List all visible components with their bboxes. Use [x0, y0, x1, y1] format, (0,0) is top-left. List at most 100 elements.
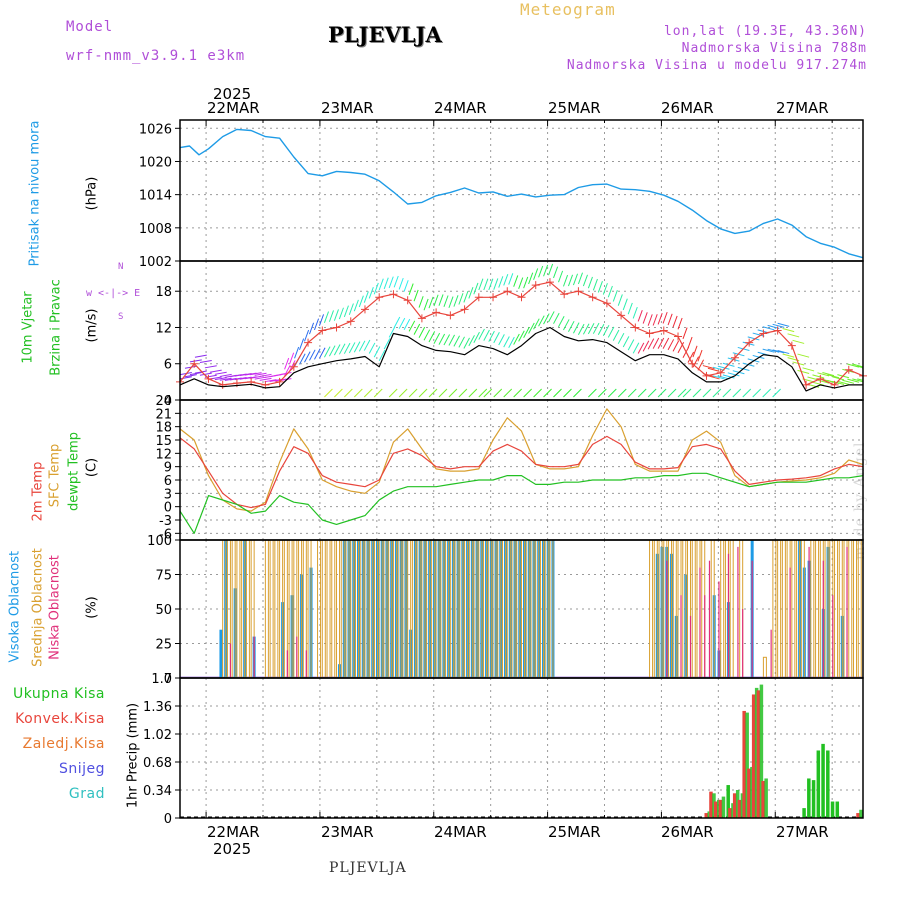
wind-arrow: [538, 265, 544, 278]
wind-arrow: [772, 349, 785, 354]
clouds-ytick-label: 0: [164, 672, 172, 687]
product-title: Meteogram: [520, 0, 616, 19]
wind-arrow: [617, 332, 625, 345]
temperature-ytick-label: 6: [164, 474, 172, 489]
wind-gust-marker: [204, 374, 213, 383]
wind-arrow: [657, 337, 665, 349]
model-name: wrf-nmm_v3.9.1 e3km: [66, 48, 246, 64]
wind-arrow: [398, 317, 406, 329]
precip-total-bar: [826, 750, 830, 818]
wind-arrow: [418, 296, 424, 308]
wind-arrow: [672, 340, 680, 352]
dewpoint-line: [179, 472, 864, 534]
wind-direction-legend: w <-|-> E: [86, 288, 141, 299]
wind-arrow: [378, 278, 384, 291]
wind-arrow: [493, 332, 500, 344]
wind-arrow: [597, 323, 605, 335]
wind-arrow: [563, 274, 569, 287]
wind-gust-marker: [318, 326, 327, 335]
wind-arrow: [697, 349, 703, 362]
wind-arrow: [398, 388, 408, 398]
wind-arrow: [617, 388, 627, 398]
wind-arrow: [493, 278, 499, 290]
wind-gust-marker: [446, 311, 455, 320]
wind-arrow: [672, 315, 678, 328]
wind-arrow: [319, 347, 326, 359]
wind-arrow: [309, 349, 316, 361]
wind-arrow: [622, 336, 630, 348]
wind-arrow: [503, 274, 509, 286]
wind-ytick-label: 6: [164, 358, 172, 373]
wind-arrow: [582, 274, 588, 287]
wind-arrow: [647, 388, 657, 398]
wind-arrow: [289, 352, 295, 365]
wind-arrow: [662, 311, 668, 324]
wind-gust-marker: [745, 338, 754, 347]
wind-arrow: [438, 333, 446, 345]
temperature-frame: [179, 399, 864, 541]
precip-total-bar: [745, 712, 749, 818]
wind-arrow: [428, 331, 436, 343]
precip-conv-bar: [856, 813, 860, 818]
wind-arrow: [433, 294, 439, 307]
wind-arrow: [637, 388, 647, 398]
wind-arrow: [548, 311, 555, 323]
wind-ytick-label: 18: [155, 285, 172, 300]
clouds-ytick-label: 100: [147, 534, 172, 549]
wind-arrow: [448, 388, 458, 398]
wind-arrow: [408, 320, 416, 332]
wind-arrow: [428, 388, 438, 398]
precip-conv-bar: [756, 690, 761, 818]
wind-arrow: [767, 348, 780, 353]
wind-arrow: [567, 274, 574, 287]
wind-arrow: [563, 388, 572, 398]
precip-conv-bar: [737, 799, 742, 818]
temperature-ytick-label: 9: [164, 461, 172, 476]
wind-arrow: [284, 357, 290, 370]
cloud-mid-bar: [777, 539, 782, 679]
wind-gust-marker: [190, 359, 199, 368]
wind-arrow: [712, 375, 725, 380]
wind-gust-marker: [716, 368, 725, 377]
wind-arrow: [304, 351, 311, 363]
wind-arrow: [458, 388, 468, 398]
wind-arrow: [219, 373, 232, 377]
wind-arrow: [602, 283, 608, 295]
precip-conv-bar: [761, 780, 765, 818]
wind-arrow: [657, 388, 667, 398]
wind-arrow: [837, 380, 850, 385]
wind-arrow: [498, 276, 504, 288]
precip-conv-bar: [742, 710, 746, 818]
precip-total-bar: [807, 778, 811, 818]
wind-arrow: [388, 326, 396, 338]
wind-arrow: [254, 372, 267, 376]
wind-gust-marker: [802, 380, 811, 389]
wind-arrow: [677, 342, 685, 354]
wind-arrow: [413, 289, 419, 302]
precip-conv-bar: [747, 768, 751, 818]
temperature-ytick-label: 15: [155, 434, 172, 449]
wind-arrow: [478, 278, 484, 291]
wind-arrow: [847, 363, 860, 368]
wind-arrow: [782, 328, 795, 333]
wind-arrow: [413, 323, 421, 335]
wind-arrow: [448, 296, 454, 309]
wind-gust-marker: [531, 281, 540, 290]
wind-arrow: [443, 295, 449, 307]
wind-arrow: [383, 277, 389, 290]
wind-arrow: [518, 330, 525, 342]
wind-arrow: [577, 272, 583, 285]
wind-arrow: [194, 370, 207, 374]
wind-gust-marker: [588, 293, 597, 302]
wind-arrow: [503, 336, 510, 348]
compass-s: S: [118, 312, 124, 322]
wind-gust-marker: [560, 290, 569, 299]
cloud-mid-bar: [691, 539, 696, 679]
wind-arrow: [478, 388, 488, 398]
precip-total-bar: [764, 778, 768, 818]
cloud-mid-bar: [336, 539, 341, 679]
wind-arrow: [702, 365, 715, 370]
wind-arrow: [488, 278, 494, 291]
wind-arrow: [324, 388, 333, 398]
